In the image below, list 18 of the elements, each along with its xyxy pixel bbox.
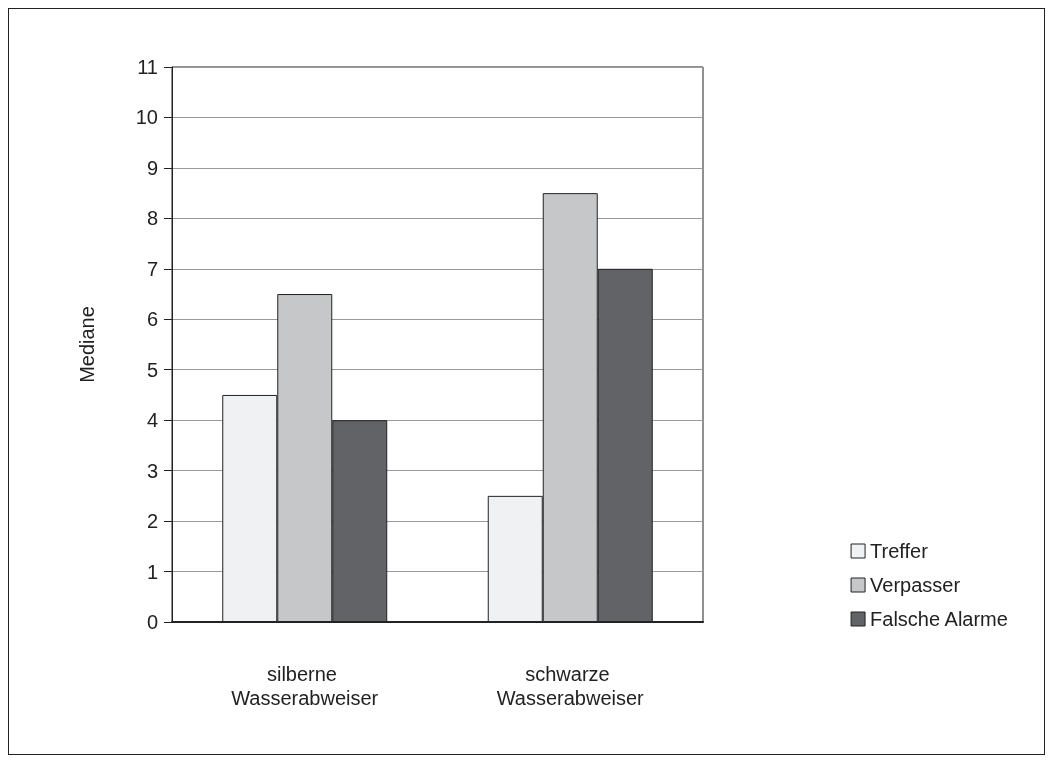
x-tick-label: schwarze Wasserabweiser [496, 663, 645, 709]
y-tick-label: 11 [137, 56, 158, 78]
y-tick-label: 0 [146, 611, 158, 633]
y-tick-label: 5 [146, 358, 158, 381]
y-tick-label: 6 [146, 308, 158, 331]
y-tick-label: 7 [146, 257, 158, 280]
legend-label: Treffer [870, 540, 929, 562]
y-axis-title: Mediane [76, 306, 98, 383]
y-tick-label: 10 [135, 106, 158, 129]
x-tick-label: silberne Wasserabweiser [231, 663, 379, 709]
y-tick-label: 1 [146, 560, 158, 583]
y-tick-label: 8 [146, 207, 158, 230]
y-tick-label: 3 [146, 459, 158, 482]
y-tick-label: 4 [146, 409, 158, 432]
y-tick-label: 9 [146, 156, 158, 179]
legend-label: Falsche Alarme [870, 608, 1008, 630]
y-tick-label: 2 [146, 510, 158, 533]
legend-label: Verpasser [870, 574, 961, 596]
